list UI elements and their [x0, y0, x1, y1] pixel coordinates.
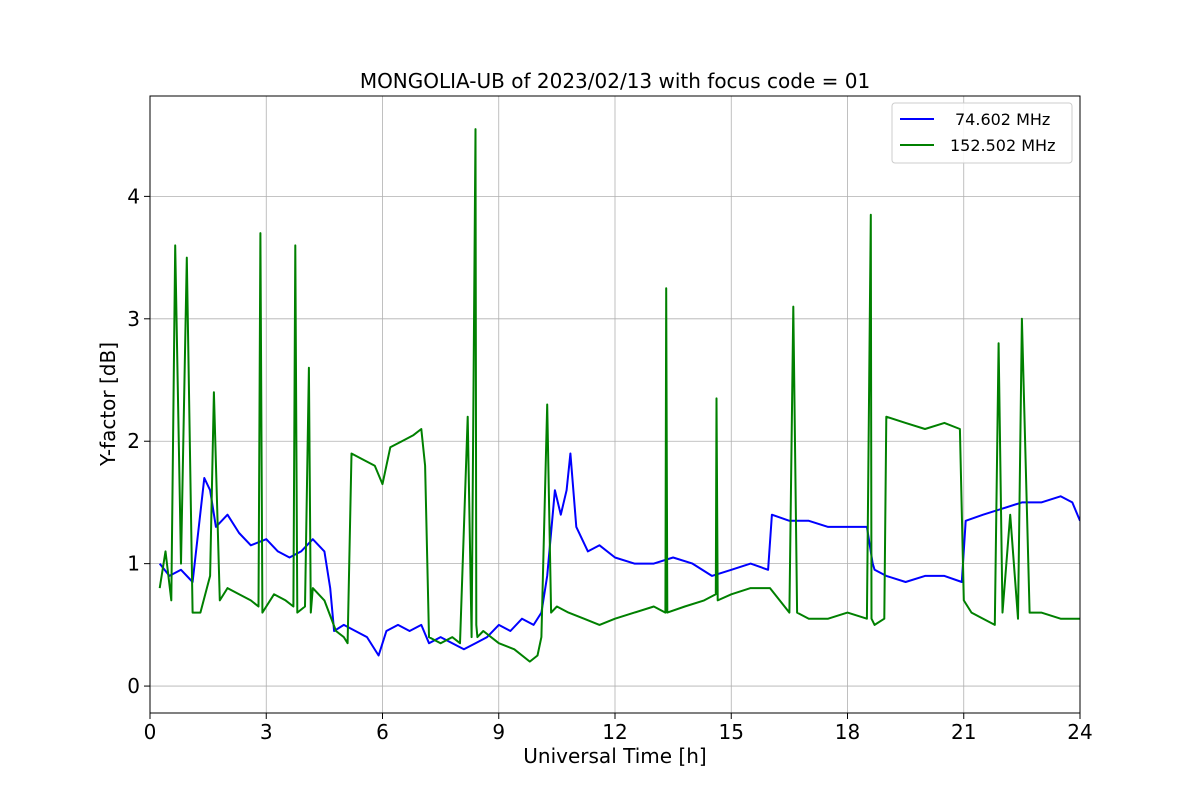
x-tick-label: 6 — [376, 720, 389, 744]
y-tick-label: 4 — [127, 184, 140, 208]
y-tick-label: 1 — [127, 552, 140, 576]
legend-label-series-2: 152.502 MHz — [950, 136, 1055, 155]
x-tick-label: 24 — [1067, 720, 1092, 744]
x-axis-label: Universal Time [h] — [523, 744, 706, 768]
legend: 74.602 MHz 152.502 MHz — [891, 102, 1073, 164]
x-tick-label: 15 — [719, 720, 744, 744]
chart-title: MONGOLIA-UB of 2023/02/13 with focus cod… — [360, 69, 870, 93]
legend-box — [891, 102, 1073, 164]
x-tick-label: 9 — [492, 720, 505, 744]
y-tick-label: 3 — [127, 307, 140, 331]
y-axis-label: Y-factor [dB] — [96, 342, 120, 467]
x-tick-label: 12 — [602, 720, 627, 744]
x-tick-label: 18 — [835, 720, 860, 744]
series-layer — [158, 128, 1080, 663]
y-tick-label: 2 — [127, 429, 140, 453]
x-tick-label: 21 — [951, 720, 976, 744]
legend-label-series-1: 74.602 MHz — [955, 110, 1050, 129]
series-line-2 — [158, 128, 1080, 663]
y-tick-label: 0 — [127, 674, 140, 698]
x-tick-label: 3 — [260, 720, 273, 744]
x-tick-label: 0 — [144, 720, 157, 744]
